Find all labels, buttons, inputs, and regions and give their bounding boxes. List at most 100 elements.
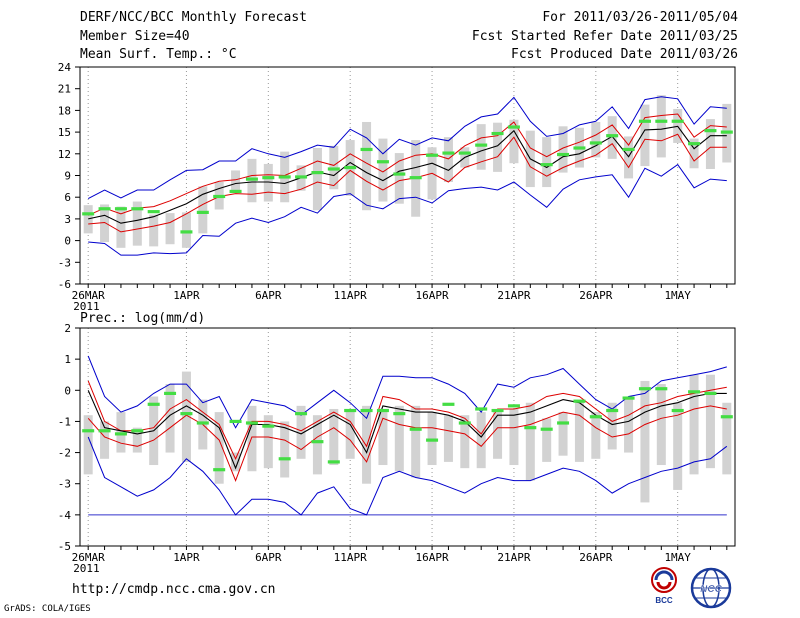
prec-observed-mark [688,390,701,394]
temp-xtick-label: 6APR [255,289,282,302]
temp-observed-mark [393,172,406,176]
prec-observed-mark [720,415,733,419]
prec-spread-box [362,405,372,484]
prec-observed-mark [540,427,553,431]
temp-xtick-label: 26MAR [72,289,105,302]
prec-spread-box [460,415,470,469]
prec-observed-mark [114,432,127,436]
prec-spread-box [378,408,388,466]
temp-observed-mark [589,141,602,145]
temp-spread-box [558,126,568,173]
prec-panel: -5 -4 -3 -2 -1 0 1 2 26MAR 1APR 6APR 11APR 16APR 21AP… [58,322,736,575]
prec-observed-mark [98,429,111,433]
prec-observed-mark [82,429,95,433]
temp-observed-mark [180,230,193,234]
temp-ytick-label: 15 [58,126,71,139]
prec-observed-mark [409,427,422,431]
prec-observed-mark [327,460,340,464]
prec-observed-mark [147,402,160,406]
prec-spread-box [607,402,617,450]
temp-xtick-label: 26APR [579,289,612,302]
prec-ytick-label: -2 [58,447,71,460]
temp-observed-mark [507,125,520,129]
prec-xtick-label: 1MAY [664,551,691,564]
temp-observed-mark [311,171,324,175]
temp-spread-box [378,138,388,202]
prec-xtick-label: 26MAR [72,551,105,564]
temp-observed-mark [688,142,701,146]
temp-spread-box [509,119,519,164]
ncc-logo-text: NCC [700,584,722,595]
prec-spread-box [656,384,666,466]
prec-observed-mark [507,404,520,408]
prec-spread-box [296,405,306,459]
prec-observed-mark [180,412,193,416]
prec-spread-box [263,415,273,469]
prec-xtick-label: 6APR [255,551,282,564]
prec-spread-box [493,412,503,459]
prec-observed-mark [589,415,602,419]
prec-spread-box [329,408,339,466]
prec-upper-line [87,380,727,461]
prec-observed-mark [704,391,717,395]
temp-max-line [87,96,727,200]
temp-spread-box [656,95,666,158]
prec-observed-mark [229,419,242,424]
temp-xtick-label: 16APR [416,289,449,302]
temp-spread-box [231,170,241,192]
temp-observed-mark [606,134,619,138]
prec-observed-mark [245,421,258,425]
temp-xtick-label: 11APR [334,289,367,302]
temp-observed-mark [622,147,635,152]
prec-observed-mark [606,408,619,413]
temp-ytick-label: 0 [64,235,71,248]
temp-min-line [88,163,727,256]
temp-observed-mark [278,175,291,179]
prec-observed-mark [344,408,357,413]
prec-observed-mark [524,426,537,430]
prec-observed-mark [295,412,308,416]
prec-observed-mark [131,429,144,433]
temp-observed-mark [442,151,455,155]
prec-max-line [87,355,727,429]
temp-lower-line [88,133,727,233]
prec-observed-mark [278,457,291,461]
prec-spread-box [591,412,601,459]
temp-spread-box [705,119,715,169]
prec-ytick-label: 1 [64,353,71,366]
variable-label: Mean Surf. Temp.: °C [80,47,237,62]
temp-ytick-label: 6 [64,191,71,204]
bcc-logo-text: BCC [655,596,673,605]
temp-observed-mark [491,131,504,136]
prec-spread-box [624,396,634,453]
temp-observed-mark [196,210,209,214]
temp-mean-line [88,125,727,224]
prec-min-line [87,436,728,516]
grads-credit: GrADS: COLA/IGES [4,604,91,614]
prec-ytick-label: -4 [58,509,72,522]
prec-observed-mark [622,396,635,400]
prec-spread-box [722,402,732,475]
prec-spread-box [100,421,110,459]
prec-spread-box [83,415,93,475]
temp-year-label: 2011 [73,300,100,313]
prec-spread-box [231,452,241,472]
chart-title: DERF/NCC/BCC Monthly Forecast [80,10,307,25]
source-url: http://cmdp.ncc.cma.gov.cn [72,582,276,597]
prec-spread-box [640,380,650,503]
temp-observed-mark [262,176,275,180]
temp-ytick-label: 3 [64,213,71,226]
prec-xtick-label: 21APR [497,551,530,564]
start-date: Fcst Started Refer Date 2011/03/25 [471,29,738,44]
prec-spread-box [165,384,175,453]
ncc-logo-icon: NCC [690,567,732,609]
prec-xtick-label: 16APR [416,551,449,564]
prec-observed-mark [442,402,455,406]
temp-observed-mark [98,207,111,211]
temp-spread-box [362,121,372,211]
prec-mean-line [87,390,727,470]
prec-spread-box [312,415,322,475]
temp-spread-box [149,214,159,247]
prec-observed-mark [213,468,226,472]
temp-observed-mark [409,176,422,180]
